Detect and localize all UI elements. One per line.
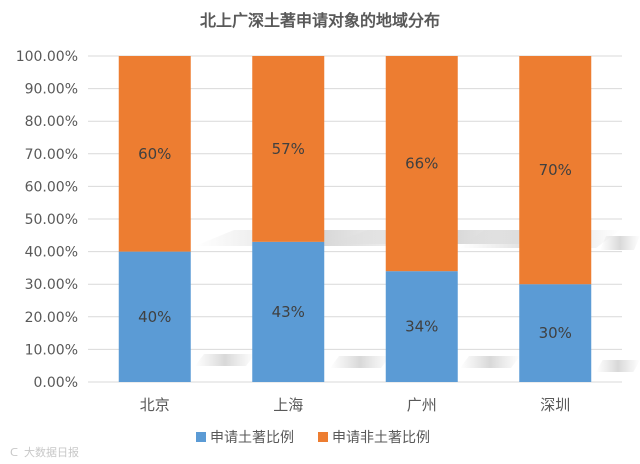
legend: 申请土著比例 申请非土著比例	[196, 430, 430, 446]
bar-segment	[118, 251, 191, 382]
y-tick-label: 100.00%	[16, 49, 78, 65]
x-tick-label: 上海	[273, 396, 303, 414]
chart-title: 北上广深土著申请对象的地域分布	[200, 11, 440, 30]
x-tick-label: 深圳	[540, 396, 570, 414]
data-label: 57%	[272, 140, 305, 158]
shadow-streak	[600, 236, 640, 250]
y-tick-label: 20.00%	[25, 310, 78, 326]
data-label: 66%	[405, 155, 438, 173]
data-label: 70%	[539, 161, 572, 179]
y-tick-label: 80.00%	[25, 114, 78, 130]
legend-swatch	[318, 432, 328, 442]
data-label: 34%	[405, 318, 438, 336]
bar-segment	[519, 284, 592, 382]
data-label: 43%	[272, 303, 305, 321]
bar-segment	[252, 241, 325, 382]
y-tick-label: 50.00%	[25, 212, 78, 228]
data-label: 40%	[138, 308, 171, 326]
x-tick-label: 广州	[407, 396, 437, 414]
bar-segment	[385, 56, 458, 272]
y-tick-label: 70.00%	[25, 147, 78, 163]
y-tick-label: 0.00%	[34, 375, 78, 391]
y-tick-label: 90.00%	[25, 82, 78, 98]
watermark-logo-icon: ᑕ	[10, 446, 18, 459]
x-tick-label: 北京	[140, 396, 170, 414]
bar-segment	[519, 56, 592, 285]
bar-segment	[252, 56, 325, 242]
data-label: 30%	[539, 324, 572, 342]
bar-segment	[385, 271, 458, 382]
data-labels: 40% 60% 43% 57% 34% 66% 30% 70%	[138, 140, 572, 342]
x-axis: 北京 上海 广州 深圳	[140, 396, 571, 414]
shadow-streak	[330, 356, 390, 368]
legend-entry: 申请土著比例	[210, 430, 294, 446]
y-tick-label: 40.00%	[25, 245, 78, 261]
legend-swatch	[196, 432, 206, 442]
y-tick-label: 10.00%	[25, 342, 78, 358]
shadow-streak	[195, 354, 255, 366]
watermark: ᑕ 大数据日报	[10, 445, 79, 459]
bars-layer	[118, 56, 592, 382]
legend-entry: 申请非土著比例	[332, 430, 430, 446]
watermark-text: 大数据日报	[24, 445, 79, 459]
shadow-streak	[460, 356, 520, 368]
data-label: 60%	[138, 145, 171, 163]
y-tick-label: 30.00%	[25, 277, 78, 293]
y-axis: 0.00% 10.00% 20.00% 30.00% 40.00% 50.00% 60.00…	[16, 49, 78, 391]
bar-segment	[118, 56, 191, 252]
shadow-streak	[596, 360, 640, 372]
y-tick-label: 60.00%	[25, 179, 78, 195]
